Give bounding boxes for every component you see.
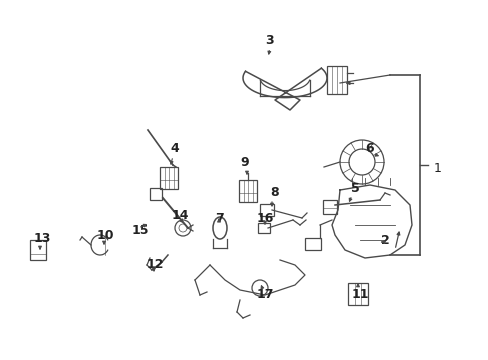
Text: 3: 3: [265, 33, 274, 46]
Text: 8: 8: [270, 185, 279, 198]
Text: 11: 11: [350, 288, 368, 302]
Text: 17: 17: [256, 288, 273, 302]
Text: 9: 9: [240, 156, 249, 168]
Text: 10: 10: [96, 229, 114, 242]
Text: 13: 13: [33, 231, 51, 244]
Text: 5: 5: [350, 181, 359, 194]
Text: 7: 7: [215, 212, 224, 225]
Text: 2: 2: [380, 234, 388, 247]
Text: 16: 16: [256, 212, 273, 225]
Text: 4: 4: [170, 141, 179, 154]
Text: 1: 1: [433, 162, 441, 175]
Text: 15: 15: [131, 224, 148, 237]
Text: 6: 6: [365, 141, 373, 154]
Text: 12: 12: [146, 258, 163, 271]
Text: 14: 14: [171, 208, 188, 221]
